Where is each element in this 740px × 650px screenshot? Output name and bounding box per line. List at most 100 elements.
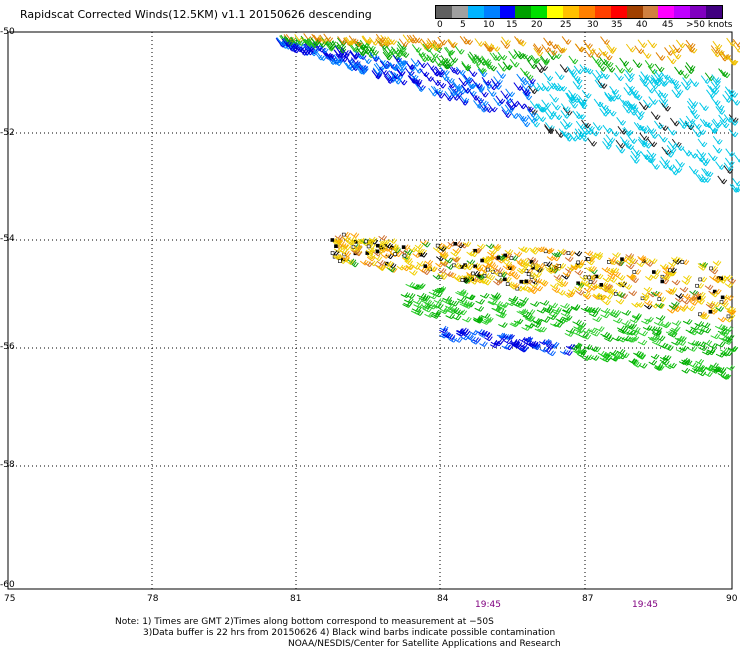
wind-barb: [586, 259, 595, 266]
wind-barb: [516, 37, 527, 47]
wind-barb: [723, 350, 733, 357]
wind-barb: [604, 336, 614, 342]
wind-barb: [643, 286, 653, 293]
flag-marker: [509, 256, 514, 260]
wind-barb: [724, 90, 735, 100]
wind-barb: [475, 298, 485, 305]
wind-barb: [696, 149, 707, 158]
wind-barb: [658, 122, 669, 131]
wind-barb: [655, 315, 666, 321]
wind-barb: [536, 262, 546, 269]
wind-barb: [577, 100, 588, 110]
wind-barb: [704, 284, 714, 291]
note-line-2: 3)Data buffer is 22 hrs from 20150626 4)…: [143, 628, 556, 638]
wind-barb: [648, 359, 658, 366]
wind-barb: [405, 264, 414, 271]
wind-barb: [511, 300, 521, 307]
flag-marker: [599, 283, 604, 287]
lat-label: -58: [0, 460, 15, 470]
wind-barb: [676, 340, 687, 346]
graticule: [8, 32, 732, 589]
wind-barb: [644, 261, 654, 267]
wind-barb: [490, 78, 501, 88]
wind-barb: [416, 260, 426, 267]
wind-barb: [640, 294, 650, 301]
lon-label: 75: [4, 594, 16, 604]
wind-barb: [584, 49, 594, 58]
wind-barb: [623, 73, 634, 83]
wind-barb: [281, 38, 292, 48]
legend-color-swatch: [706, 6, 723, 18]
wind-barb: [732, 178, 740, 187]
wind-barb: [513, 251, 523, 258]
lat-label: -54: [0, 234, 15, 244]
wind-barb: [387, 266, 396, 273]
wind-barb: [579, 64, 590, 73]
wind-barb: [679, 70, 690, 79]
wind-barb: [637, 339, 648, 346]
flag-marker: [657, 297, 662, 301]
wind-barb: [661, 102, 671, 112]
wind-barb: [552, 111, 563, 121]
wind-barb: [593, 59, 604, 68]
wind-barb: [421, 298, 431, 305]
wind-barb: [572, 329, 582, 336]
wind-barb: [650, 161, 661, 170]
wind-barb: [504, 334, 514, 340]
wind-barb: [671, 320, 682, 327]
wind-barb: [599, 56, 609, 66]
wind-barb: [538, 103, 548, 112]
wind-barb: [710, 333, 721, 340]
legend-tick: 35: [611, 20, 623, 30]
wind-barb: [414, 83, 425, 93]
legend-color-swatch: [483, 6, 500, 18]
wind-barb: [499, 334, 508, 341]
legend-color-swatch: [674, 6, 691, 18]
wind-barb: [685, 43, 696, 53]
wind-barb: [723, 162, 734, 172]
wind-barb: [466, 80, 477, 89]
wind-barb: [615, 64, 626, 74]
wind-barb: [726, 365, 735, 371]
legend-color-swatch: [451, 6, 468, 18]
wind-barb: [675, 159, 685, 168]
wind-barb: [628, 290, 638, 297]
wind-barb: [655, 335, 666, 342]
wind-barb: [610, 351, 620, 358]
wind-barb: [490, 43, 501, 52]
flag-marker: [680, 260, 685, 264]
wind-barb: [608, 256, 617, 263]
wind-barb: [627, 100, 638, 109]
wind-barb: [721, 336, 731, 342]
wind-barb: [724, 282, 734, 288]
wind-barb: [684, 120, 695, 129]
wind-barb: [638, 101, 649, 111]
wind-barb: [486, 88, 497, 97]
wind-barb: [559, 121, 570, 130]
wind-barb: [565, 344, 575, 350]
wind-barb: [542, 338, 552, 345]
wind-barb: [501, 343, 511, 350]
wind-barb: [325, 41, 336, 51]
wind-barb: [688, 98, 699, 107]
lon-label: 90: [726, 594, 738, 604]
wind-barb: [433, 86, 444, 95]
legend-color-swatch: [690, 6, 707, 18]
wind-barb: [606, 45, 617, 54]
wind-barb: [691, 340, 702, 347]
wind-barb: [689, 289, 698, 296]
wind-barb: [316, 38, 327, 48]
wind-barb: [622, 99, 633, 109]
lon-label: 81: [290, 594, 302, 604]
wind-barb: [594, 254, 603, 261]
wind-barb: [653, 88, 664, 98]
wind-barb: [600, 312, 610, 319]
wind-barb: [382, 51, 393, 61]
wind-barb: [412, 252, 422, 258]
wind-barb: [532, 44, 543, 54]
wind-barb: [478, 330, 488, 336]
wind-barb: [612, 271, 621, 278]
lon-label: 78: [147, 594, 159, 604]
wind-barb: [439, 253, 449, 259]
wind-barb: [422, 241, 431, 248]
